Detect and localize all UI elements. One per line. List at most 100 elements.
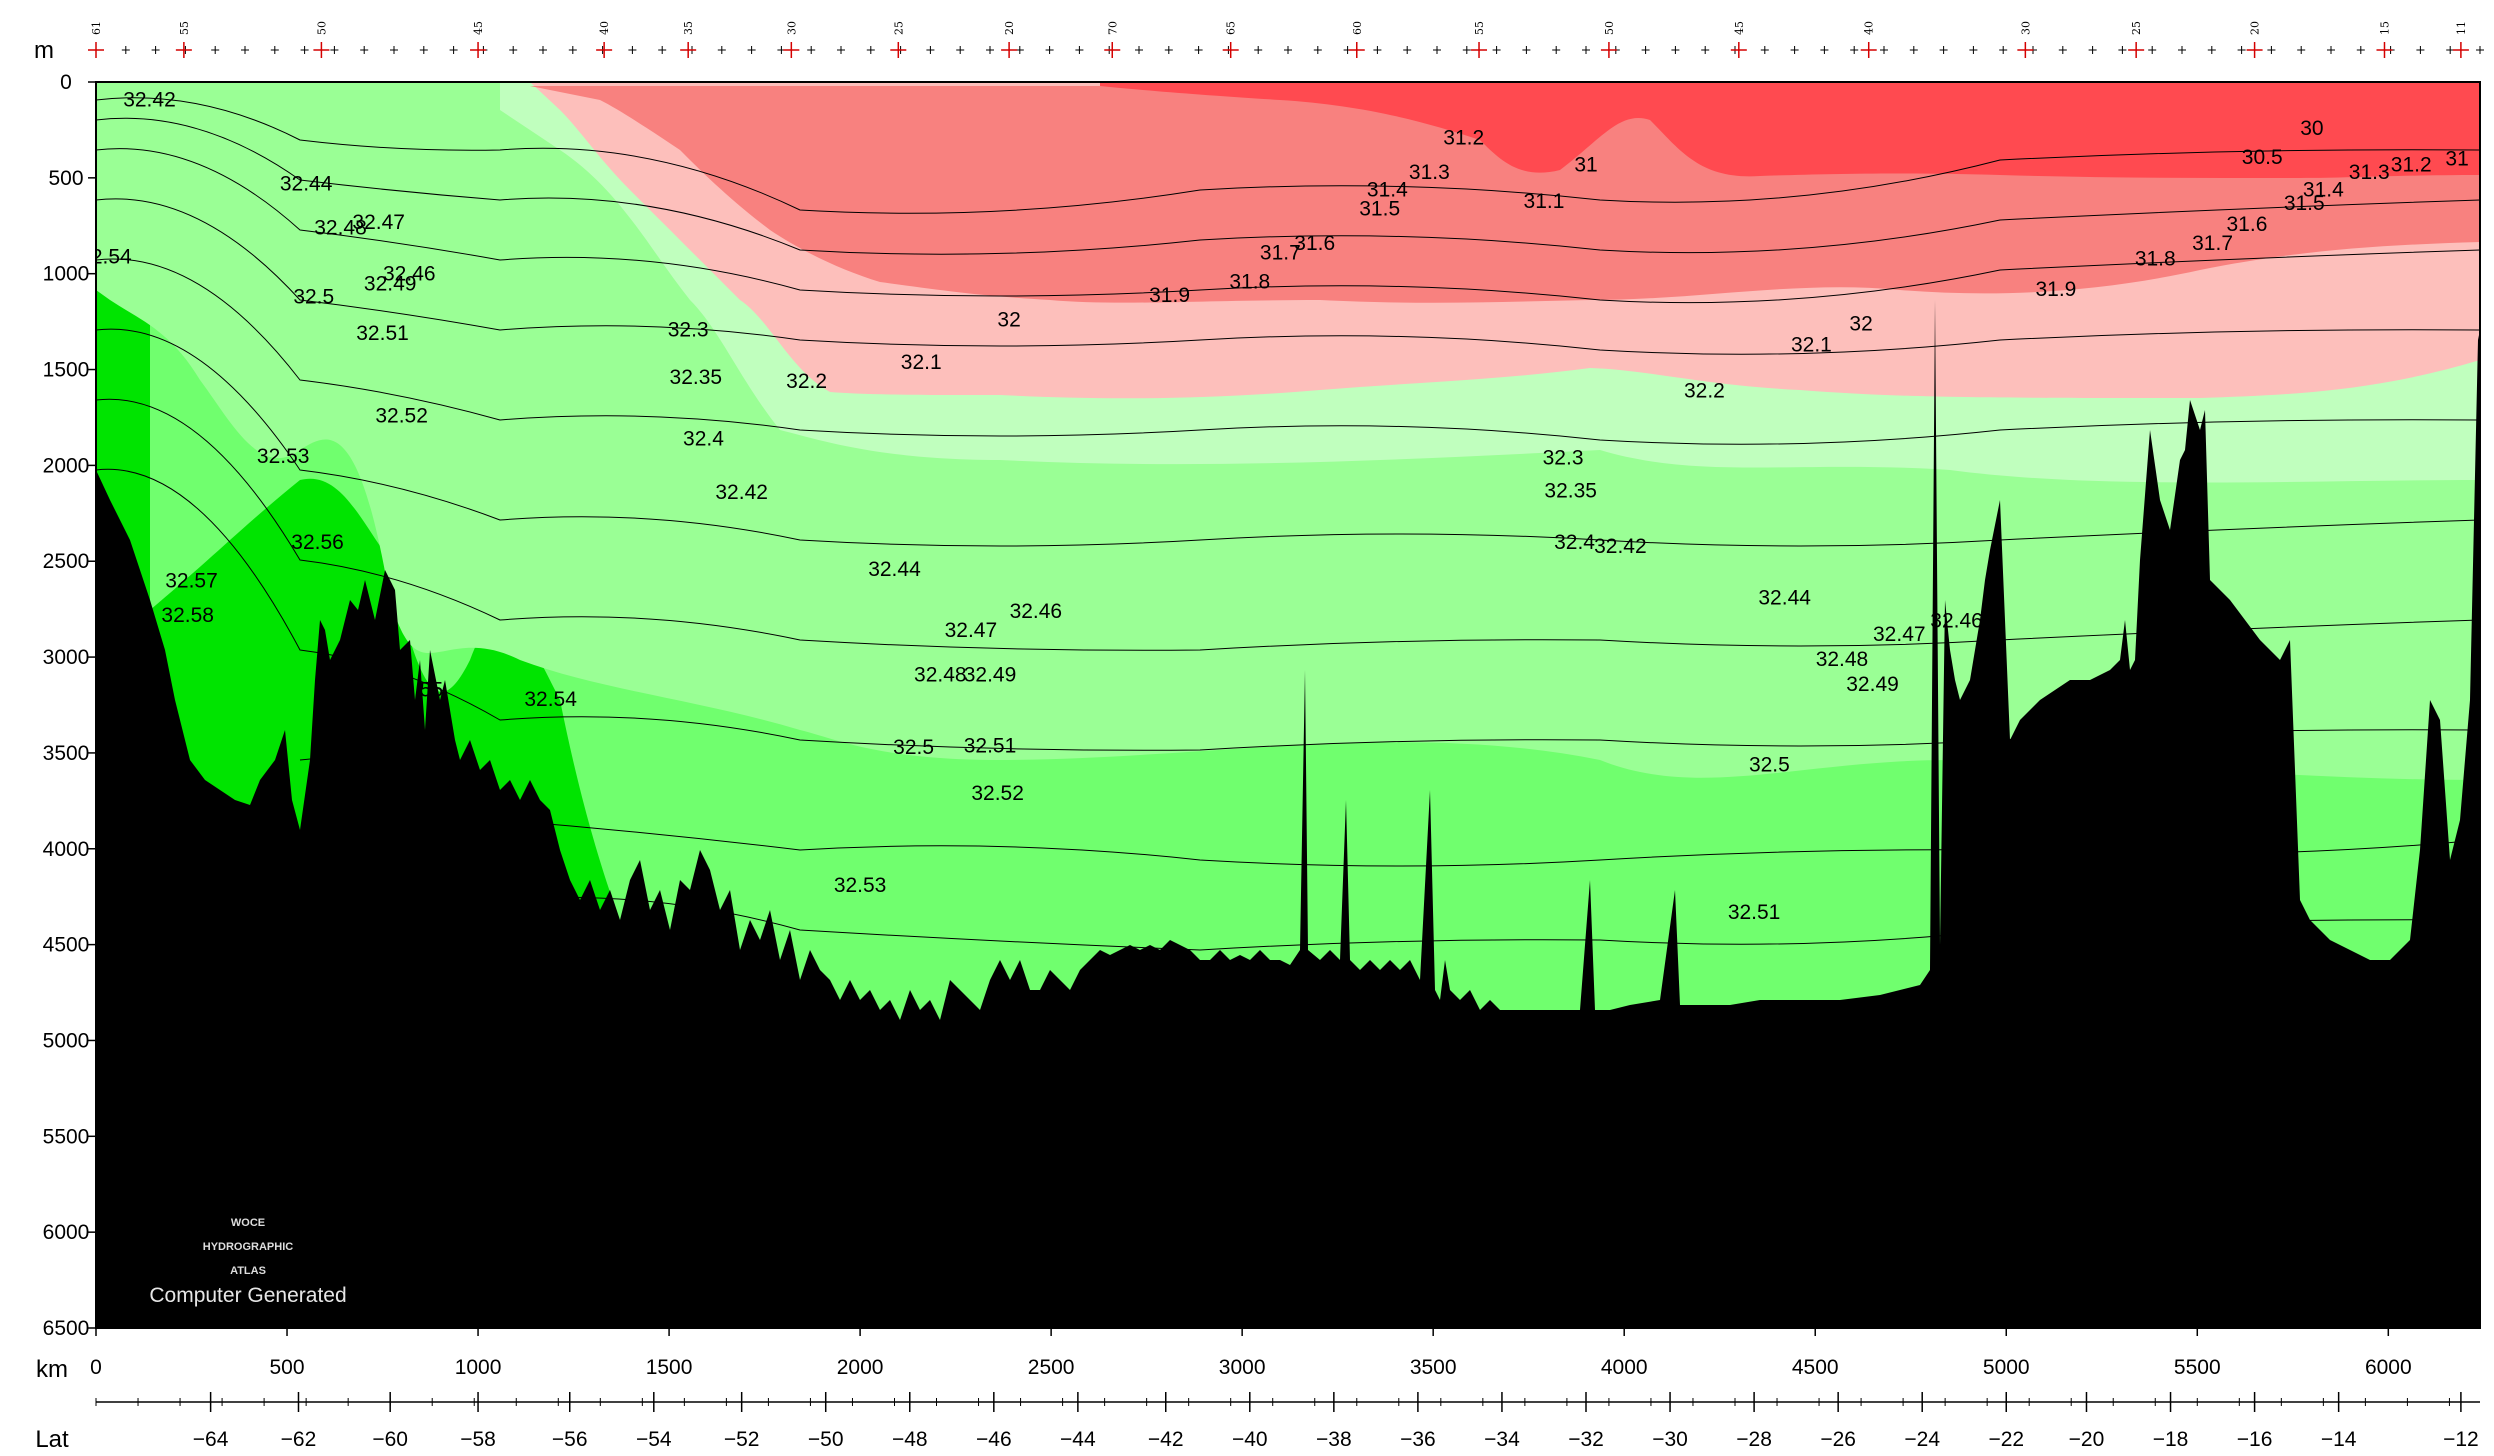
contour-label: 31.7 [2192,232,2233,255]
lat-tick-label: −38 [1316,1428,1352,1451]
contour-label: 31.2 [2391,153,2432,176]
station-marker [2327,46,2335,54]
contour-label: 32 [1849,313,1872,336]
station-major-marker [1104,42,1121,58]
km-tick-label: 2000 [837,1356,884,1379]
contour-label: 32.51 [356,322,409,345]
station-marker [1403,46,1412,54]
contour-label: 32.48 [1816,648,1869,671]
depth-tick-label: 6000 [43,1221,90,1244]
contour-label: 32.53 [257,445,310,468]
station-marker [658,46,667,54]
km-tick-label: 1000 [455,1356,502,1379]
station-marker [1015,46,1024,54]
contour-label: 31.5 [2284,192,2325,215]
watermark: WOCE HYDROGRAPHIC ATLAS Computer Generat… [149,1217,346,1307]
depth-tick-label: 5000 [43,1029,90,1052]
station-label: 40 [1863,21,1876,35]
station-label: 50 [315,21,328,35]
station-label: 70 [1106,21,1119,35]
station-marker [1254,46,1263,54]
station-marker [2237,46,2246,54]
contour-label: 2.54 [91,245,132,268]
contour-label: 31 [1574,153,1597,176]
contour-label: 32.47 [352,211,405,234]
station-marker [1522,46,1531,54]
depth-tick-label: 0 [60,71,72,94]
plot-frame [95,81,2481,1329]
station-marker [1969,46,1978,54]
station-major-marker [596,42,613,58]
contour-label: 31 [2445,148,2468,171]
contour-label: 32.3 [668,318,709,341]
station-major-marker [1222,42,1239,58]
station-label: 55 [178,21,191,35]
station-marker [1194,46,1203,54]
lat-tick-label: −58 [460,1428,496,1451]
bathymetry [96,300,2480,1328]
contour-label: 31.6 [2227,213,2268,236]
station-marker [1999,46,2008,54]
lat-tick-label: −44 [1060,1428,1096,1451]
contour-label: 32.2 [1684,380,1725,403]
station-marker [1641,46,1650,54]
contour-label: 32.54 [524,688,577,711]
depth-axis: 0 500 1000 1500 2000 2500 3000 3500 4000 4500 5000… [43,71,96,1340]
depth-tick-label: 1500 [43,359,90,382]
station-major-marker [1730,42,1747,58]
station-marker [2356,46,2365,54]
contour-line [96,198,2480,355]
station-marker [628,46,637,54]
station-marker [211,46,220,54]
km-tick-label: 4500 [1792,1356,1839,1379]
station-major-marker [2246,42,2263,58]
lat-tick-label: −36 [1400,1428,1436,1451]
contour-label: 32.35 [1544,479,1597,502]
lat-axis-title: Lat [35,1426,69,1453]
station-marker [509,46,518,54]
station-major-marker [2128,42,2145,58]
depth-axis-title: m [34,37,54,64]
station-label: 15 [2378,21,2391,35]
lat-tick-label: −42 [1148,1428,1184,1451]
station-marker [1433,46,1441,54]
lat-tick-label: −62 [281,1428,317,1451]
contour-label: 32.49 [1846,673,1899,696]
station-marker [717,46,726,54]
km-tick-label: 2500 [1028,1356,1075,1379]
station-label: 55 [1473,21,1486,35]
station-major-marker [1600,42,1617,58]
contour-label: 31.9 [2035,278,2076,301]
contour-label: 30.5 [2242,146,2283,169]
lat-tick-label: −64 [193,1428,229,1451]
station-marker [1462,46,1471,54]
station-label: 40 [598,21,611,35]
station-marker [568,46,577,54]
contour-label: 31.5 [1359,198,1400,221]
contour-labels: 32.4232.4432.4732.482.5432.4632.4932.532… [91,88,2469,924]
station-marker [1790,46,1799,54]
lat-tick-label: −48 [892,1428,928,1451]
contour-label: 32.44 [868,558,921,581]
contour-label: 32.51 [964,734,1017,757]
contour-label: 32.44 [280,173,333,196]
contour-label: 32.46 [1010,600,1063,623]
station-major-marker [88,42,104,58]
contour-label: 32.49 [364,272,417,295]
lat-tick-label: −16 [2237,1428,2273,1451]
station-marker [747,46,756,54]
depth-tick-label: 5500 [43,1125,90,1148]
station-major-marker [313,42,330,58]
station-marker [1492,46,1501,54]
station-marker [1164,46,1173,54]
station-marker [2088,46,2097,54]
km-tick-label: 4000 [1601,1356,1648,1379]
station-label: 11 [2455,21,2468,35]
contour-label: 32.57 [165,569,218,592]
station-marker [449,46,458,54]
station-marker [300,46,309,54]
contour-label: 31.7 [1260,242,1301,265]
contour-label: 32.42 [1594,535,1647,558]
station-marker [2416,46,2425,54]
contour-label: 31.6 [1294,232,1335,255]
